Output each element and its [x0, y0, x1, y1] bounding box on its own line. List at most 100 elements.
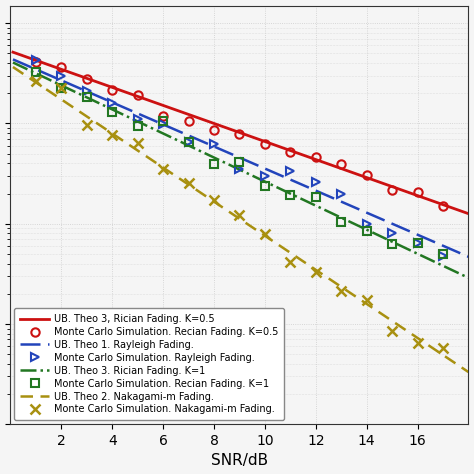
UB. Theo 2. Nakagami-m Fading. — [314, 268, 320, 273]
Monte Carlo Simulation. Nakagami-m Fading. — [389, 328, 395, 334]
Monte Carlo Simulation. Recian Fading. K=0.5 — [364, 172, 370, 178]
Monte Carlo Simulation. Recian Fading. K=0.5 — [33, 59, 39, 65]
Monte Carlo Simulation. Rayleigh Fading. — [440, 253, 446, 259]
Monte Carlo Simulation. Recian Fading. K=1 — [160, 118, 166, 124]
Line: UB. Theo 1. Rayleigh Fading.: UB. Theo 1. Rayleigh Fading. — [13, 59, 468, 257]
Monte Carlo Simulation. Recian Fading. K=0.5 — [160, 113, 166, 119]
Monte Carlo Simulation. Recian Fading. K=1 — [186, 139, 191, 145]
Monte Carlo Simulation. Recian Fading. K=1 — [109, 109, 115, 115]
UB. Theo 3. Rician Fading. K=1 — [465, 275, 471, 281]
Line: Monte Carlo Simulation. Recian Fading. K=0.5: Monte Carlo Simulation. Recian Fading. K… — [32, 58, 447, 210]
X-axis label: SNR/dB: SNR/dB — [211, 454, 268, 468]
Monte Carlo Simulation. Rayleigh Fading. — [287, 168, 293, 174]
UB. Theo 1. Rayleigh Fading. — [314, 188, 320, 194]
UB. Theo 1. Rayleigh Fading. — [465, 254, 471, 260]
Monte Carlo Simulation. Nakagami-m Fading. — [160, 166, 166, 172]
Line: Monte Carlo Simulation. Rayleigh Fading.: Monte Carlo Simulation. Rayleigh Fading. — [32, 55, 447, 260]
Monte Carlo Simulation. Nakagami-m Fading. — [109, 132, 115, 137]
Monte Carlo Simulation. Recian Fading. K=1 — [33, 69, 39, 75]
Monte Carlo Simulation. Recian Fading. K=0.5 — [109, 88, 115, 93]
Monte Carlo Simulation. Rayleigh Fading. — [262, 173, 268, 178]
UB. Theo 2. Nakagami-m Fading. — [279, 244, 284, 250]
Monte Carlo Simulation. Nakagami-m Fading. — [135, 140, 140, 146]
UB. Theo 3, Rician Fading. K=0.5 — [314, 157, 320, 163]
UB. Theo 3, Rician Fading. K=0.5 — [91, 78, 96, 83]
Monte Carlo Simulation. Recian Fading. K=1 — [440, 251, 446, 257]
Line: Monte Carlo Simulation. Recian Fading. K=1: Monte Carlo Simulation. Recian Fading. K… — [32, 68, 447, 258]
Monte Carlo Simulation. Nakagami-m Fading. — [186, 180, 191, 185]
Monte Carlo Simulation. Nakagami-m Fading. — [211, 198, 217, 203]
Line: Monte Carlo Simulation. Nakagami-m Fading.: Monte Carlo Simulation. Nakagami-m Fadin… — [31, 76, 447, 352]
Monte Carlo Simulation. Nakagami-m Fading. — [287, 259, 293, 264]
Monte Carlo Simulation. Recian Fading. K=0.5 — [58, 64, 64, 70]
UB. Theo 2. Nakagami-m Fading. — [216, 202, 222, 208]
Legend: UB. Theo 3, Rician Fading. K=0.5, Monte Carlo Simulation. Recian Fading. K=0.5, : UB. Theo 3, Rician Fading. K=0.5, Monte … — [14, 308, 284, 420]
UB. Theo 2. Nakagami-m Fading. — [91, 118, 96, 124]
UB. Theo 1. Rayleigh Fading. — [10, 56, 16, 62]
UB. Theo 3. Rician Fading. K=1 — [91, 98, 96, 103]
Monte Carlo Simulation. Recian Fading. K=0.5 — [389, 187, 395, 193]
UB. Theo 1. Rayleigh Fading. — [216, 146, 222, 152]
Monte Carlo Simulation. Recian Fading. K=1 — [84, 94, 90, 100]
Monte Carlo Simulation. Rayleigh Fading. — [389, 230, 395, 236]
Monte Carlo Simulation. Nakagami-m Fading. — [364, 298, 370, 303]
UB. Theo 3, Rician Fading. K=0.5 — [279, 145, 284, 150]
UB. Theo 2. Nakagami-m Fading. — [127, 143, 133, 148]
UB. Theo 1. Rayleigh Fading. — [279, 173, 284, 179]
Monte Carlo Simulation. Rayleigh Fading. — [237, 166, 242, 172]
UB. Theo 3, Rician Fading. K=0.5 — [353, 171, 359, 177]
Monte Carlo Simulation. Rayleigh Fading. — [160, 121, 166, 127]
Monte Carlo Simulation. Rayleigh Fading. — [364, 221, 370, 227]
Monte Carlo Simulation. Recian Fading. K=0.5 — [287, 149, 293, 155]
Monte Carlo Simulation. Recian Fading. K=0.5 — [135, 92, 140, 98]
UB. Theo 3. Rician Fading. K=1 — [10, 60, 16, 65]
Monte Carlo Simulation. Recian Fading. K=1 — [135, 123, 140, 129]
Monte Carlo Simulation. Rayleigh Fading. — [313, 179, 319, 184]
UB. Theo 3. Rician Fading. K=1 — [216, 157, 222, 163]
Monte Carlo Simulation. Recian Fading. K=0.5 — [262, 142, 268, 147]
Monte Carlo Simulation. Rayleigh Fading. — [84, 89, 90, 94]
UB. Theo 3, Rician Fading. K=0.5 — [465, 211, 471, 217]
Monte Carlo Simulation. Recian Fading. K=1 — [313, 194, 319, 200]
Monte Carlo Simulation. Nakagami-m Fading. — [33, 78, 39, 84]
Monte Carlo Simulation. Rayleigh Fading. — [415, 241, 420, 246]
UB. Theo 1. Rayleigh Fading. — [353, 205, 359, 211]
Monte Carlo Simulation. Recian Fading. K=0.5 — [440, 203, 446, 209]
Monte Carlo Simulation. Recian Fading. K=0.5 — [338, 162, 344, 167]
Monte Carlo Simulation. Recian Fading. K=1 — [262, 183, 268, 189]
Monte Carlo Simulation. Nakagami-m Fading. — [440, 345, 446, 351]
Monte Carlo Simulation. Nakagami-m Fading. — [237, 212, 242, 218]
UB. Theo 2. Nakagami-m Fading. — [353, 294, 359, 300]
UB. Theo 1. Rayleigh Fading. — [127, 107, 133, 113]
Monte Carlo Simulation. Nakagami-m Fading. — [262, 231, 268, 237]
Monte Carlo Simulation. Recian Fading. K=0.5 — [84, 76, 90, 82]
Monte Carlo Simulation. Nakagami-m Fading. — [84, 122, 90, 128]
Monte Carlo Simulation. Recian Fading. K=0.5 — [237, 131, 242, 137]
UB. Theo 3. Rician Fading. K=1 — [353, 222, 359, 228]
Monte Carlo Simulation. Recian Fading. K=0.5 — [186, 118, 191, 124]
Line: UB. Theo 3, Rician Fading. K=0.5: UB. Theo 3, Rician Fading. K=0.5 — [13, 52, 468, 214]
Monte Carlo Simulation. Rayleigh Fading. — [33, 57, 39, 63]
Monte Carlo Simulation. Nakagami-m Fading. — [415, 340, 420, 346]
Monte Carlo Simulation. Recian Fading. K=1 — [364, 228, 370, 234]
Monte Carlo Simulation. Recian Fading. K=1 — [58, 85, 64, 91]
UB. Theo 3, Rician Fading. K=0.5 — [10, 49, 16, 55]
Monte Carlo Simulation. Recian Fading. K=1 — [211, 161, 217, 166]
UB. Theo 3, Rician Fading. K=0.5 — [127, 91, 133, 97]
UB. Theo 1. Rayleigh Fading. — [91, 91, 96, 97]
Monte Carlo Simulation. Rayleigh Fading. — [135, 117, 140, 122]
Monte Carlo Simulation. Nakagami-m Fading. — [338, 288, 344, 294]
Monte Carlo Simulation. Recian Fading. K=1 — [237, 159, 242, 165]
Monte Carlo Simulation. Recian Fading. K=0.5 — [211, 127, 217, 133]
UB. Theo 2. Nakagami-m Fading. — [465, 369, 471, 375]
Line: UB. Theo 2. Nakagami-m Fading.: UB. Theo 2. Nakagami-m Fading. — [13, 67, 468, 372]
Monte Carlo Simulation. Recian Fading. K=1 — [415, 240, 420, 246]
UB. Theo 3. Rician Fading. K=1 — [279, 187, 284, 192]
UB. Theo 3. Rician Fading. K=1 — [127, 115, 133, 121]
Monte Carlo Simulation. Recian Fading. K=0.5 — [415, 189, 420, 195]
Monte Carlo Simulation. Recian Fading. K=1 — [389, 241, 395, 246]
Monte Carlo Simulation. Rayleigh Fading. — [58, 73, 64, 79]
UB. Theo 2. Nakagami-m Fading. — [10, 64, 16, 70]
Monte Carlo Simulation. Rayleigh Fading. — [211, 142, 217, 147]
Monte Carlo Simulation. Nakagami-m Fading. — [313, 269, 319, 275]
